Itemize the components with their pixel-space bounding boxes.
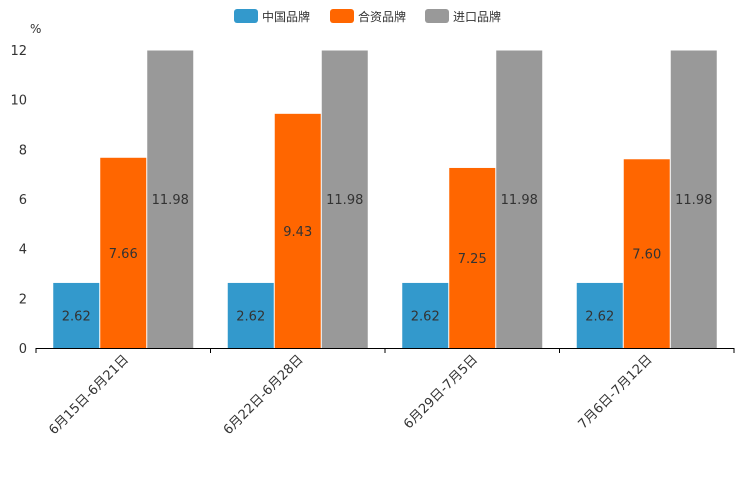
bar[interactable] bbox=[274, 113, 321, 349]
legend-swatch bbox=[425, 9, 449, 23]
bar-value-label: 7.60 bbox=[632, 248, 661, 263]
y-tick-label: 6 bbox=[19, 193, 27, 208]
x-tick-label: 6月22日-6月28日 bbox=[221, 352, 307, 438]
bar-value-label: 11.98 bbox=[152, 193, 189, 208]
bar[interactable] bbox=[670, 50, 717, 348]
bars: 2.62 7.66 11.98 2.62 9.43 11.98 2.62 7.25 11.98 2… bbox=[53, 50, 717, 349]
bar[interactable] bbox=[100, 157, 147, 348]
bar-value-label: 2.62 bbox=[411, 309, 440, 324]
y-tick-label: 10 bbox=[10, 94, 27, 109]
y-tick-label: 0 bbox=[19, 342, 27, 357]
bar[interactable] bbox=[576, 282, 623, 348]
bar[interactable] bbox=[623, 159, 670, 348]
bar[interactable] bbox=[402, 282, 449, 348]
bar[interactable] bbox=[147, 50, 194, 348]
bar[interactable] bbox=[449, 167, 496, 348]
legend-item[interactable]: 进口品牌 bbox=[425, 9, 501, 24]
bar-value-label: 11.98 bbox=[675, 193, 712, 208]
legend-item[interactable]: 中国品牌 bbox=[234, 9, 310, 24]
legend-label: 进口品牌 bbox=[453, 10, 501, 24]
bar[interactable] bbox=[321, 50, 368, 348]
bar-value-label: 2.62 bbox=[585, 309, 614, 324]
bar-value-label: 2.62 bbox=[236, 309, 265, 324]
x-tick-label: 6月29日-7月5日 bbox=[401, 352, 481, 432]
bar-value-label: 9.43 bbox=[283, 225, 312, 240]
bar-value-label: 7.66 bbox=[109, 247, 138, 262]
x-tick-label: 6月15日-6月21日 bbox=[46, 352, 132, 438]
y-tick-label: 12 bbox=[10, 44, 27, 59]
legend: 中国品牌 合资品牌 进口品牌 bbox=[234, 9, 501, 24]
legend-swatch bbox=[330, 9, 354, 23]
bar-value-label: 11.98 bbox=[501, 193, 538, 208]
legend-label: 合资品牌 bbox=[358, 9, 406, 24]
x-axis: 6月15日-6月21日 6月22日-6月28日 6月29日-7月5日 7月6日-7月1… bbox=[35, 348, 735, 438]
bar[interactable] bbox=[227, 282, 274, 348]
x-tick-label: 7月6日-7月12日 bbox=[576, 352, 656, 432]
bar[interactable] bbox=[53, 282, 100, 348]
legend-item[interactable]: 合资品牌 bbox=[330, 9, 406, 24]
y-tick-label: 8 bbox=[19, 143, 27, 158]
y-axis: 0 2 4 6 8 10 12 bbox=[10, 44, 27, 357]
y-tick-label: 2 bbox=[19, 292, 27, 307]
y-tick-label: 4 bbox=[19, 243, 27, 258]
legend-swatch bbox=[234, 9, 258, 23]
legend-label: 中国品牌 bbox=[262, 9, 310, 24]
bar[interactable] bbox=[496, 50, 543, 348]
bar-value-label: 7.25 bbox=[458, 252, 487, 267]
bar-value-label: 2.62 bbox=[62, 309, 91, 324]
y-axis-label: % bbox=[30, 22, 41, 36]
bar-value-label: 11.98 bbox=[326, 193, 363, 208]
